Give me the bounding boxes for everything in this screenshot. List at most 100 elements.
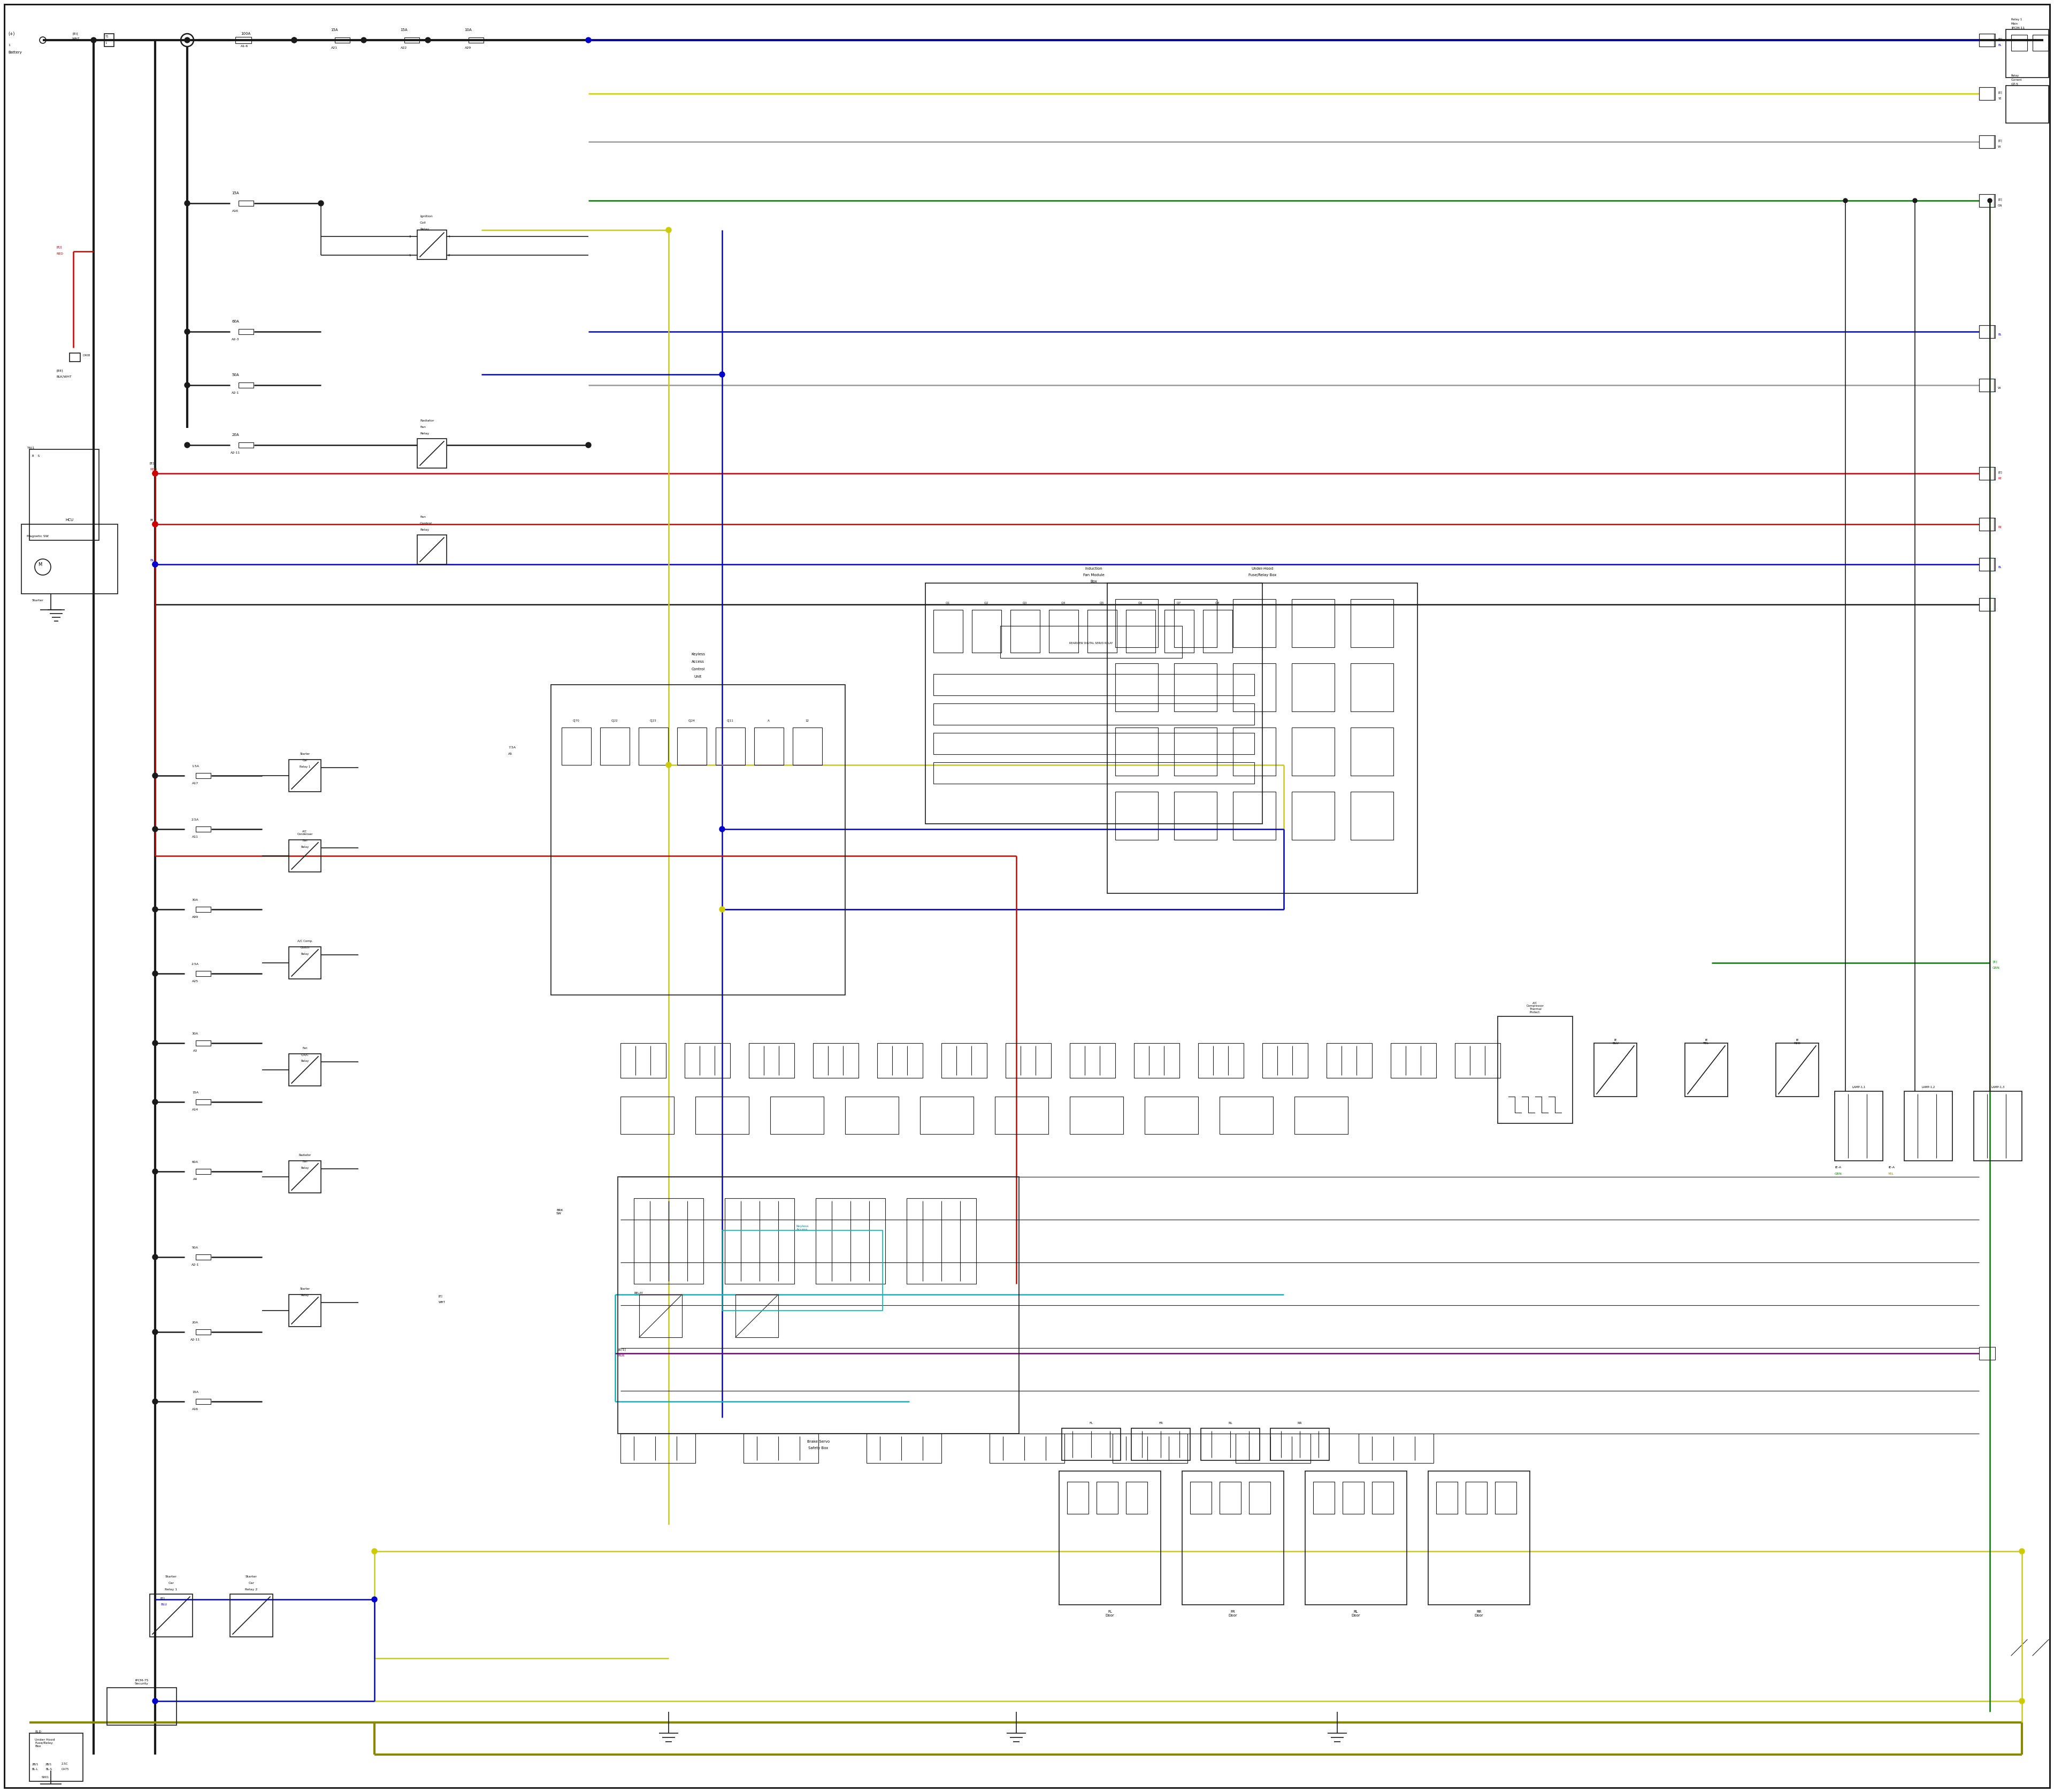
Bar: [1980, 468, 1994, 480]
Circle shape: [152, 971, 158, 977]
Text: 10A: 10A: [464, 29, 472, 32]
Bar: [405, 38, 419, 43]
Bar: [941, 1043, 986, 1077]
Bar: [1175, 663, 1216, 711]
Text: W: W: [1999, 145, 2001, 149]
Bar: [1304, 1471, 1407, 1606]
Text: 2.5A: 2.5A: [191, 962, 199, 966]
Text: Fuse/Relay Box: Fuse/Relay Box: [1249, 573, 1276, 577]
Bar: [815, 1199, 885, 1283]
Text: A99: A99: [191, 916, 199, 919]
Bar: [1220, 1097, 1273, 1134]
Bar: [715, 728, 746, 765]
Text: Under Hood
Fuse/Relay
Box: Under Hood Fuse/Relay Box: [35, 1738, 55, 1747]
Text: A3: A3: [193, 1050, 197, 1052]
Text: GT-5: GT-5: [2011, 82, 2019, 86]
Text: [E/1]: [E/1]: [618, 1348, 626, 1351]
Text: M: M: [39, 563, 41, 566]
Text: S001: S001: [41, 1776, 49, 1779]
Bar: [195, 1098, 212, 1104]
Circle shape: [152, 1699, 158, 1704]
Circle shape: [665, 228, 672, 233]
Circle shape: [2019, 1548, 2025, 1554]
Bar: [1980, 378, 1994, 392]
Bar: [150, 1595, 193, 1636]
Text: RE: RE: [1999, 525, 2003, 529]
Bar: [2007, 29, 2048, 77]
Text: Main: Main: [2011, 23, 2019, 25]
Text: [E]: [E]: [1999, 471, 2003, 473]
Text: A2-1: A2-1: [232, 392, 238, 394]
Bar: [1183, 1471, 1284, 1606]
Circle shape: [152, 561, 158, 566]
Text: A2-11: A2-11: [191, 1339, 199, 1340]
Bar: [696, 1097, 750, 1134]
Circle shape: [372, 1597, 378, 1602]
Text: IPCM-11: IPCM-11: [2011, 27, 2025, 29]
Bar: [1175, 599, 1216, 647]
Bar: [620, 1043, 665, 1077]
Bar: [1436, 1482, 1458, 1514]
Text: B    S: B S: [33, 455, 39, 457]
Circle shape: [2019, 1699, 2025, 1704]
Bar: [290, 840, 320, 873]
Text: PI: PI: [150, 520, 152, 521]
Text: IPCM-75
Security: IPCM-75 Security: [136, 1679, 148, 1684]
Bar: [290, 1054, 320, 1086]
Bar: [195, 1330, 212, 1335]
Bar: [639, 728, 668, 765]
Circle shape: [1912, 199, 1916, 202]
Bar: [230, 1595, 273, 1636]
Bar: [926, 582, 1263, 824]
Bar: [1263, 1043, 1308, 1077]
Bar: [1070, 1097, 1124, 1134]
Bar: [1974, 1091, 2021, 1161]
Text: Car: Car: [168, 1582, 175, 1584]
Text: 50A: 50A: [232, 373, 238, 376]
Bar: [1980, 557, 1994, 572]
Bar: [195, 772, 212, 778]
Bar: [933, 762, 1255, 783]
Bar: [1232, 792, 1276, 840]
Text: Control: Control: [692, 668, 705, 670]
Bar: [195, 1254, 212, 1260]
Bar: [195, 1041, 212, 1047]
Text: Relay: Relay: [300, 1294, 308, 1297]
Bar: [417, 439, 446, 468]
Bar: [1327, 1043, 1372, 1077]
Circle shape: [152, 1400, 158, 1405]
Bar: [1202, 1428, 1259, 1460]
Bar: [1497, 1016, 1573, 1124]
Text: A2-3: A2-3: [232, 339, 238, 340]
Circle shape: [152, 907, 158, 912]
Text: Relay: Relay: [419, 432, 429, 435]
Bar: [906, 1199, 976, 1283]
Bar: [238, 330, 253, 335]
Bar: [1313, 1482, 1335, 1514]
Bar: [561, 728, 592, 765]
Bar: [1980, 194, 1994, 208]
Text: [E]: [E]: [1999, 140, 2003, 142]
Circle shape: [1842, 199, 1847, 202]
Circle shape: [185, 443, 189, 448]
Circle shape: [185, 38, 189, 43]
Bar: [933, 733, 1255, 754]
Bar: [1980, 599, 1994, 611]
Bar: [1006, 1043, 1052, 1077]
Bar: [238, 382, 253, 387]
Bar: [1980, 324, 1994, 339]
Text: A25: A25: [191, 980, 199, 982]
Text: [EI]: [EI]: [72, 32, 78, 34]
Bar: [1011, 609, 1039, 652]
Text: 2.5A: 2.5A: [191, 819, 199, 821]
Bar: [639, 1294, 682, 1337]
Text: YEL: YEL: [1888, 1172, 1894, 1176]
Bar: [1294, 1097, 1347, 1134]
Text: C|8: C|8: [1216, 602, 1220, 604]
Text: 15A: 15A: [401, 29, 407, 32]
Bar: [1126, 609, 1154, 652]
Text: FL: FL: [1089, 1421, 1093, 1425]
Text: RR
Door: RR Door: [1475, 1611, 1483, 1616]
Bar: [1980, 34, 1994, 47]
Text: Starter: Starter: [300, 753, 310, 754]
